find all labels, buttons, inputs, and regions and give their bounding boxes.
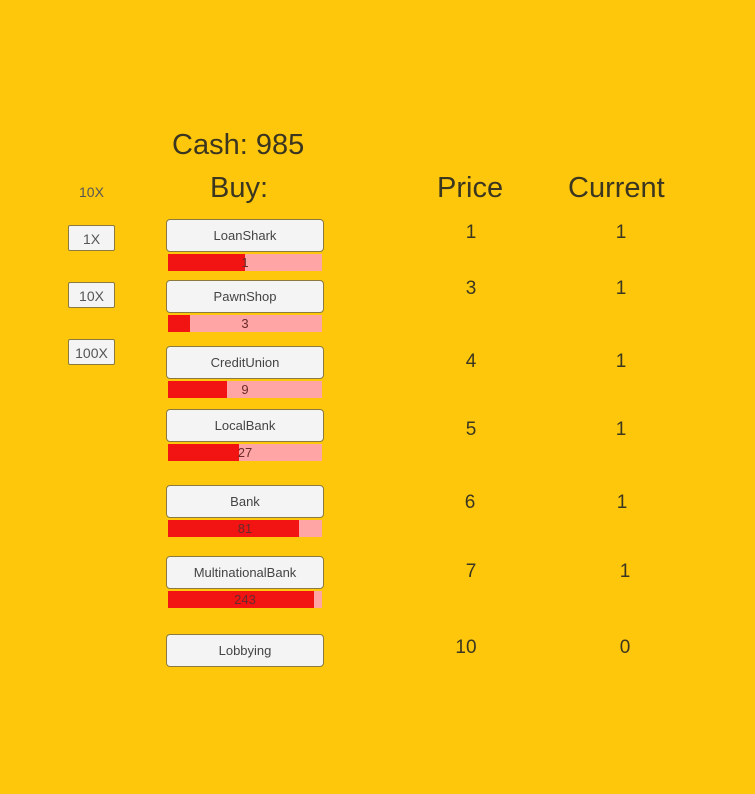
current-value: 1 xyxy=(615,419,627,440)
buy-bank-button[interactable]: Bank xyxy=(166,485,324,518)
buy-lobbying-button[interactable]: Lobbying xyxy=(166,634,324,667)
buy-localbank-button[interactable]: LocalBank xyxy=(166,409,324,442)
current-value: 1 xyxy=(616,492,628,513)
price-value: 1 xyxy=(465,222,477,243)
progress-label: 3 xyxy=(241,316,249,331)
progress-fill xyxy=(168,381,227,398)
current-value: 1 xyxy=(619,561,631,582)
buy-loanshark-button[interactable]: LoanShark xyxy=(166,219,324,252)
buy-multinationalbank-button[interactable]: MultinationalBank xyxy=(166,556,324,589)
current-multiplier: 10X xyxy=(79,184,104,200)
progress-bar: 27 xyxy=(168,444,322,461)
current-value: 1 xyxy=(615,278,627,299)
buy-creditunion-button[interactable]: CreditUnion xyxy=(166,346,324,379)
current-value: 1 xyxy=(615,222,627,243)
progress-bar: 3 xyxy=(168,315,322,332)
progress-label: 27 xyxy=(237,445,253,460)
progress-fill xyxy=(168,520,299,537)
current-header: Current xyxy=(568,172,665,204)
multiplier-100x-button[interactable]: 100X xyxy=(68,339,115,365)
current-value: 1 xyxy=(615,351,627,372)
current-value: 0 xyxy=(619,637,631,658)
multiplier-10x-button[interactable]: 10X xyxy=(68,282,115,308)
buy-heading: Buy: xyxy=(210,172,269,204)
progress-bar: 81 xyxy=(168,520,322,537)
progress-label: 9 xyxy=(241,382,249,397)
progress-label: 243 xyxy=(234,592,256,607)
price-value: 3 xyxy=(465,278,477,299)
progress-bar: 9 xyxy=(168,381,322,398)
progress-fill xyxy=(168,591,315,608)
price-header: Price xyxy=(437,172,504,204)
price-value: 10 xyxy=(455,637,477,658)
progress-fill xyxy=(168,315,190,332)
buy-pawnshop-button[interactable]: PawnShop xyxy=(166,280,324,313)
multiplier-1x-button[interactable]: 1X xyxy=(68,225,115,251)
price-value: 6 xyxy=(464,492,476,513)
progress-label: 1 xyxy=(241,255,249,270)
progress-fill xyxy=(168,254,245,271)
progress-fill xyxy=(168,444,239,461)
progress-label: 81 xyxy=(237,521,253,536)
progress-bar: 243 xyxy=(168,591,322,608)
cash-display: Cash: 985 xyxy=(172,129,305,161)
progress-bar: 1 xyxy=(168,254,322,271)
price-value: 7 xyxy=(465,561,477,582)
price-value: 5 xyxy=(465,419,477,440)
price-value: 4 xyxy=(465,351,477,372)
